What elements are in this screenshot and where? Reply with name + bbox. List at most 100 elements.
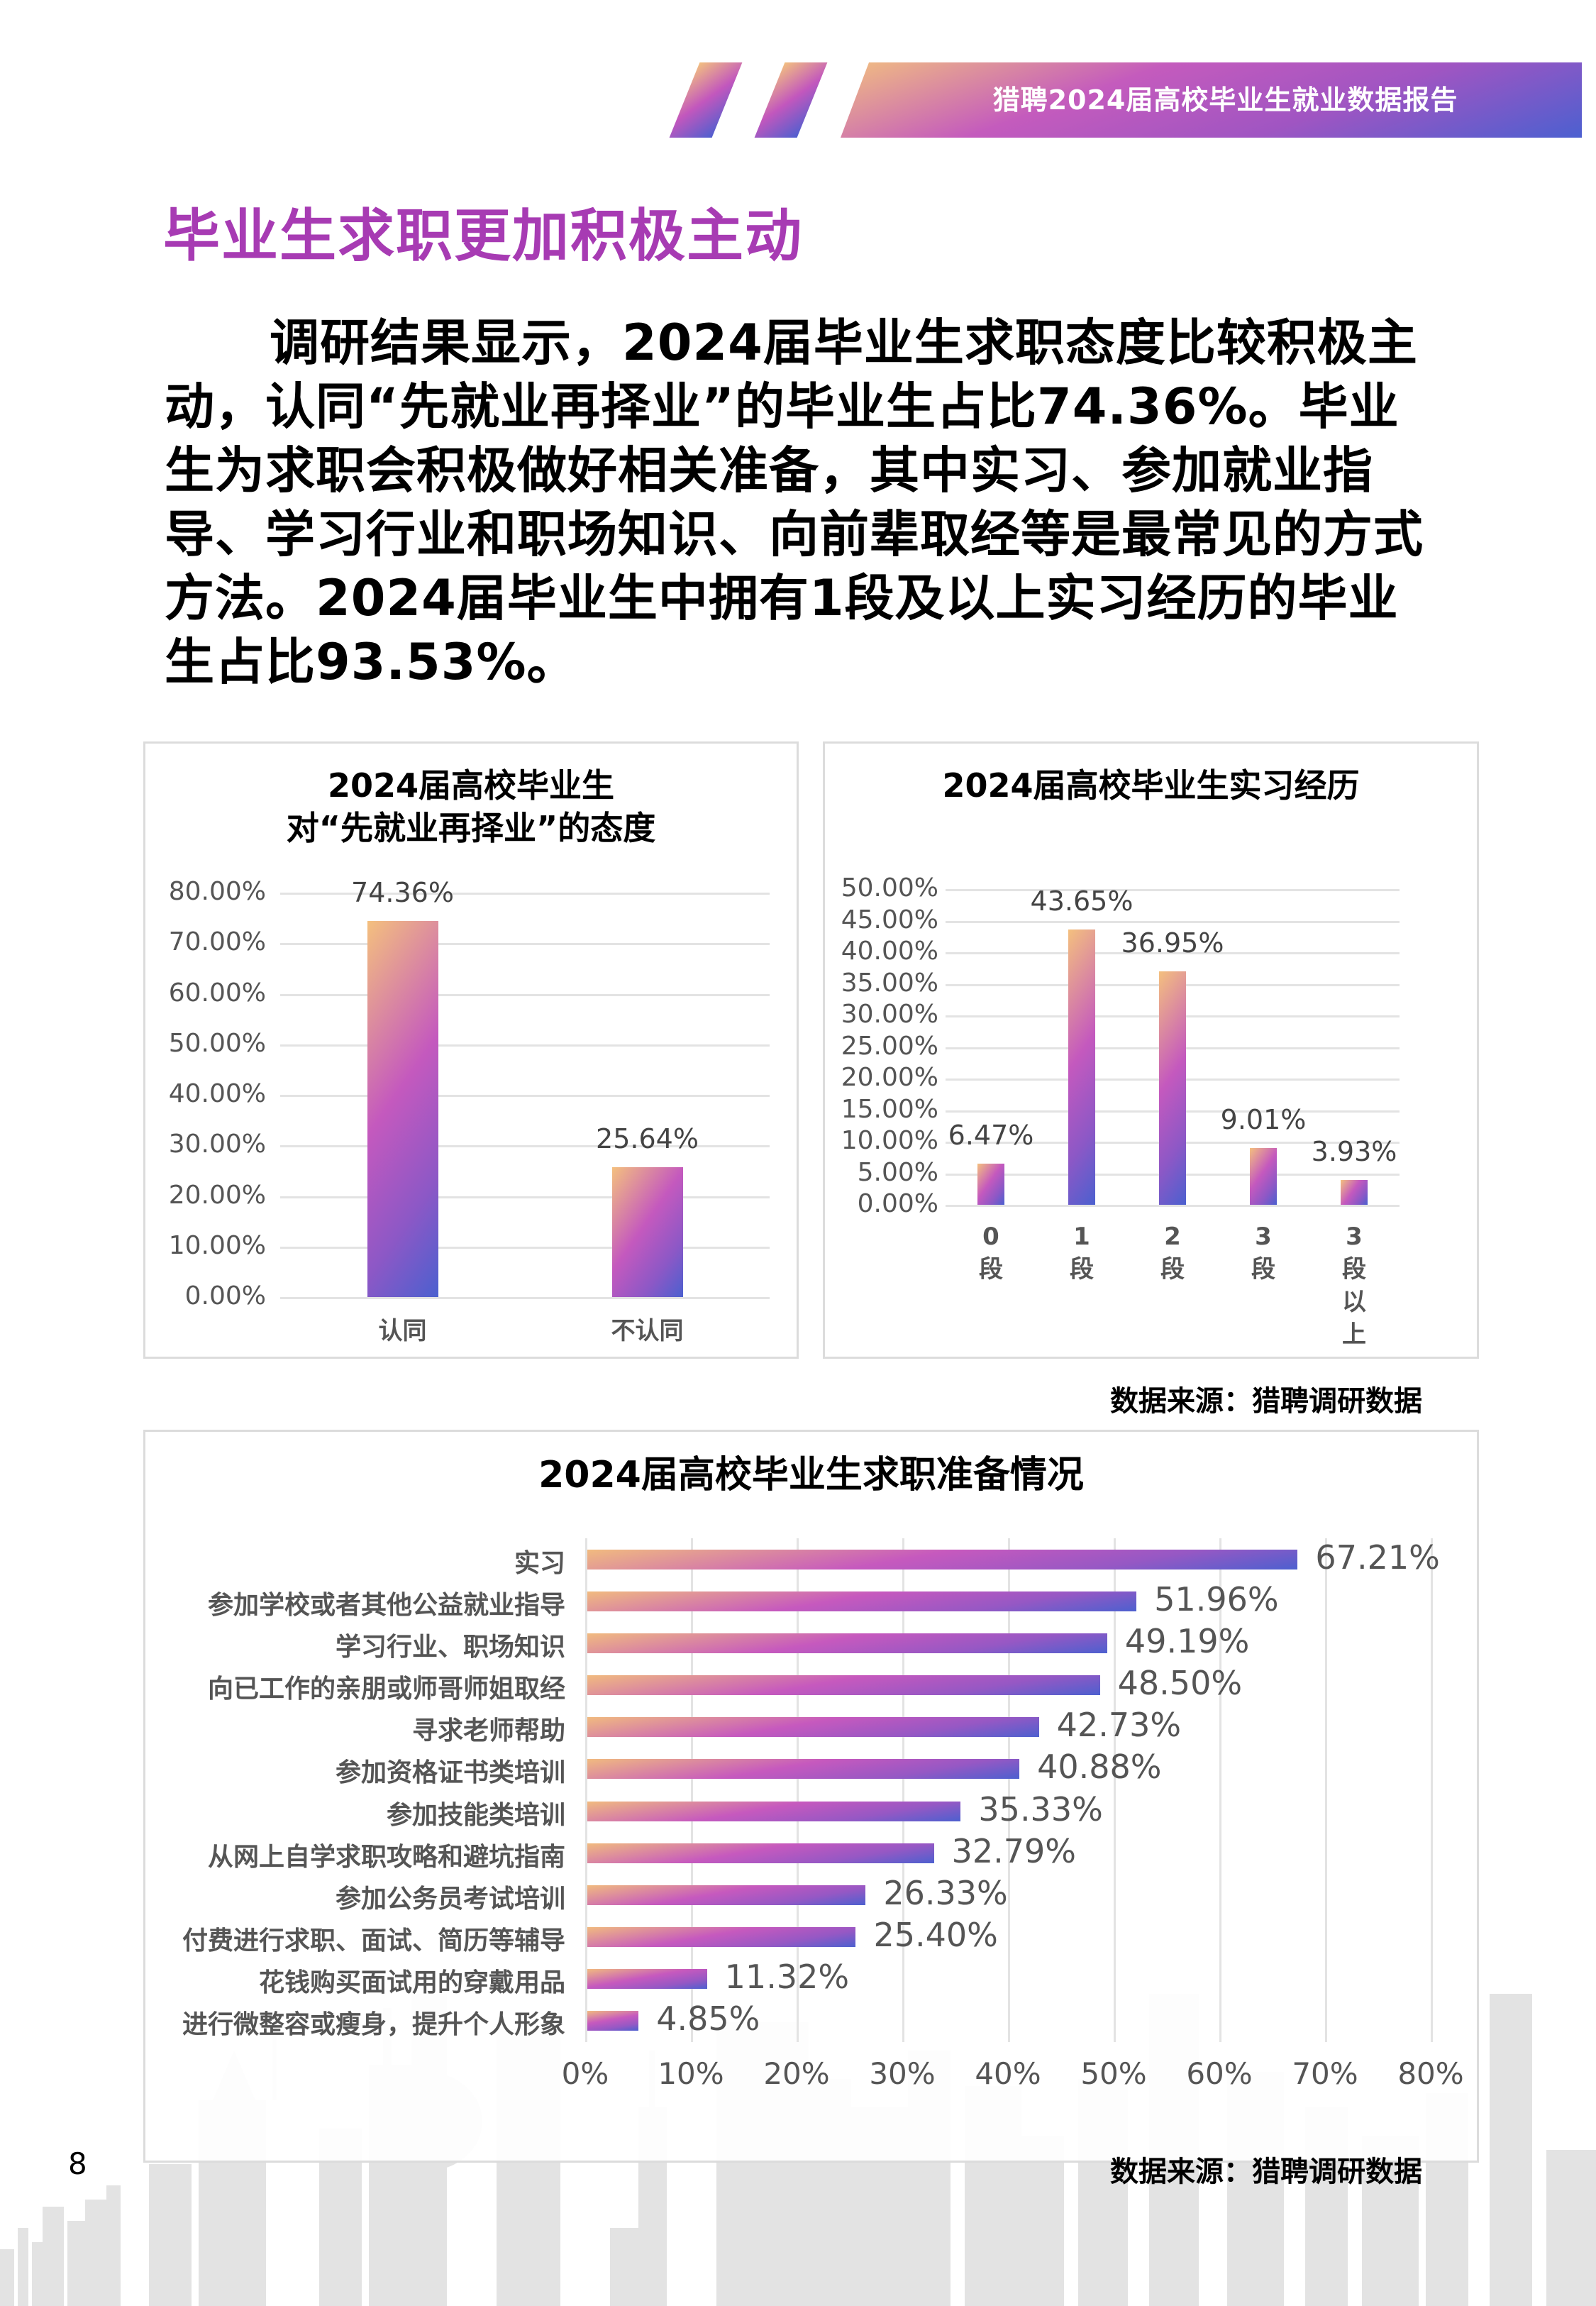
x-axis-tick: 80% (1397, 2056, 1464, 2091)
bar-value-label: 42.73% (1056, 1706, 1182, 1745)
gridline (280, 1246, 770, 1249)
bar-value-label: 25.64% (596, 1123, 699, 1155)
gridline (280, 1145, 770, 1148)
y-axis-category: 参加学校或者其他公益就业指导 (207, 1590, 565, 1620)
y-axis-tick: 50.00% (841, 873, 938, 903)
y-axis-tick: 20.00% (168, 1180, 266, 1210)
gridline (1219, 1538, 1221, 2042)
bar (1341, 1180, 1368, 1205)
x-axis-category-char: 段 (1342, 1255, 1366, 1284)
x-axis-tick: 10% (658, 2056, 724, 2091)
bar (587, 1717, 1039, 1738)
bar-value-label: 4.85% (656, 1999, 760, 2039)
gridline (691, 1538, 693, 2042)
y-axis-tick: 80.00% (168, 877, 266, 906)
bar-value-label: 40.88% (1037, 1748, 1162, 1787)
bar-value-label: 51.96% (1154, 1579, 1279, 1618)
bar (587, 1591, 1137, 1611)
x-axis-category: 认同 (378, 1317, 427, 1345)
chart-preparation-panel: 2024届高校毕业生求职准备情况 0% 10% 20% 30% 40% 50% 60% 70%… (143, 1430, 1479, 2163)
y-axis-tick: 45.00% (841, 905, 938, 934)
bar-value-label: 67.21% (1315, 1538, 1440, 1577)
bar (587, 1927, 856, 1948)
bar-value-label: 6.47% (948, 1120, 1034, 1152)
bar-value-label: 3.93% (1311, 1136, 1397, 1168)
chart-title-line2: 对“先就业再择业”的态度 (286, 809, 656, 847)
bar (611, 1167, 683, 1297)
chart-internship-panel: 2024届高校毕业生实习经历 50.00% 45.00% 40.00% 35.00% 3… (823, 741, 1479, 1359)
y-axis-category: 付费进行求职、面试、简历等辅导 (182, 1926, 565, 1956)
bar-value-label: 43.65% (1030, 885, 1134, 917)
y-axis-tick: 5.00% (857, 1157, 938, 1187)
y-axis-category: 参加公务员考试培训 (335, 1884, 565, 1914)
y-axis-tick: 40.00% (841, 937, 938, 966)
decorative-slash (669, 62, 743, 138)
x-axis-category-char: 3 (1255, 1223, 1272, 1251)
banner-background (841, 62, 1582, 138)
y-axis-category: 学习行业、职场知识 (335, 1632, 565, 1662)
gridline (280, 993, 770, 996)
bar (367, 921, 438, 1297)
bar (587, 1885, 866, 1905)
bar-value-label: 11.32% (724, 1958, 850, 1997)
x-axis-category-char: 上 (1342, 1320, 1366, 1349)
x-axis-category-char: 段 (1251, 1255, 1275, 1284)
bar-value-label: 36.95% (1121, 927, 1224, 959)
y-axis-category: 实习 (514, 1548, 565, 1578)
y-axis-category: 参加资格证书类培训 (335, 1758, 565, 1788)
y-axis-category: 进行微整容或瘦身，提升个人形象 (182, 2010, 565, 2040)
y-axis-tick: 0.00% (184, 1281, 266, 1311)
gridline (585, 1538, 587, 2042)
gridline (946, 952, 1400, 954)
x-axis-category-char: 以 (1342, 1288, 1366, 1316)
gridline (280, 1044, 770, 1047)
gridline (280, 943, 770, 946)
bar (587, 1801, 961, 1821)
bar (587, 1675, 1100, 1696)
x-axis-tick: 0% (561, 2056, 609, 2091)
data-source-note: 数据来源：猎聘调研数据 (1110, 2156, 1422, 2188)
gridline (946, 889, 1400, 891)
gridline (902, 1538, 904, 2042)
bar-value-label: 9.01% (1220, 1103, 1307, 1135)
gridline (1114, 1538, 1116, 2042)
bar (587, 1633, 1107, 1653)
y-axis-tick: 25.00% (841, 1031, 938, 1061)
bar (1159, 971, 1186, 1205)
y-axis-tick: 15.00% (841, 1094, 938, 1124)
y-axis-tick: 70.00% (168, 927, 266, 957)
gridline (1431, 1538, 1433, 2042)
intro-paragraph: 调研结果显示，2024届毕业生求职态度比较积极主动，认同“先就业再择业”的毕业生… (165, 314, 1424, 691)
gridline (280, 893, 770, 895)
x-axis-tick: 70% (1292, 2056, 1358, 2091)
bar (1068, 929, 1095, 1205)
chart-title: 2024届高校毕业生求职准备情况 (538, 1454, 1084, 1496)
y-axis-tick: 10.00% (168, 1230, 266, 1260)
bar (587, 1843, 934, 1863)
data-source-note: 数据来源：猎聘调研数据 (1110, 1385, 1422, 1418)
bar-value-label: 32.79% (951, 1831, 1076, 1870)
bar (587, 1549, 1298, 1569)
x-axis-tick: 50% (1080, 2056, 1147, 2091)
bar (587, 1759, 1020, 1780)
gridline (280, 1095, 770, 1097)
bar (1250, 1147, 1277, 1205)
x-axis-category-char: 段 (1070, 1255, 1094, 1284)
y-axis-tick: 20.00% (841, 1063, 938, 1092)
gridline (1325, 1538, 1327, 2042)
x-axis-tick: 20% (763, 2056, 830, 2091)
report-title: 猎聘2024届高校毕业生就业数据报告 (992, 84, 1458, 116)
gridline (280, 1196, 770, 1198)
y-axis-category: 寻求老师帮助 (411, 1716, 565, 1746)
report-header-banner: 猎聘2024届高校毕业生就业数据报告 (660, 62, 1582, 138)
y-axis-tick: 50.00% (168, 1028, 266, 1058)
bar (977, 1164, 1004, 1205)
chart-attitude-panel: 2024届高校毕业生 对“先就业再择业”的态度 80.00% 70.00% 60.0… (143, 741, 799, 1359)
x-axis-category-char: 3 (1346, 1223, 1363, 1251)
bar-value-label: 35.33% (978, 1789, 1103, 1828)
y-axis-category: 从网上自学求职攻略和避坑指南 (207, 1842, 565, 1872)
x-axis-category-char: 0 (982, 1223, 999, 1251)
